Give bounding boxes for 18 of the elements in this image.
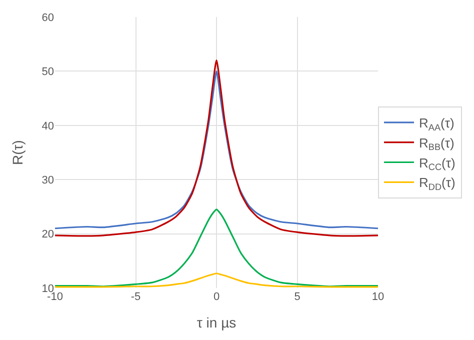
- legend-label: R$_{CC}$(τ): [419, 155, 456, 172]
- legend-label: R$_{BB}$(τ): [419, 135, 454, 152]
- y-tick-label: 50: [42, 66, 54, 78]
- x-tick-label: 10: [372, 291, 384, 303]
- y-tick-label: 60: [42, 12, 54, 24]
- x-tick-label: -5: [130, 291, 141, 303]
- y-tick-label: 20: [42, 228, 54, 241]
- y-axis-title: R(τ): [9, 140, 26, 165]
- legend-label: R$_{DD}$(τ): [419, 175, 456, 192]
- y-tick-label: 30: [42, 174, 54, 186]
- y-tick-label: 40: [42, 120, 54, 132]
- x-tick-label: 0: [213, 291, 220, 303]
- x-tick-label: 5: [294, 291, 300, 303]
- legend-label: R$_{AA}$(τ): [419, 116, 454, 132]
- x-axis-title: τ in µs: [196, 314, 236, 330]
- x-tick-label: -10: [47, 291, 63, 303]
- line-series: [55, 208, 378, 288]
- line-series: [55, 272, 378, 288]
